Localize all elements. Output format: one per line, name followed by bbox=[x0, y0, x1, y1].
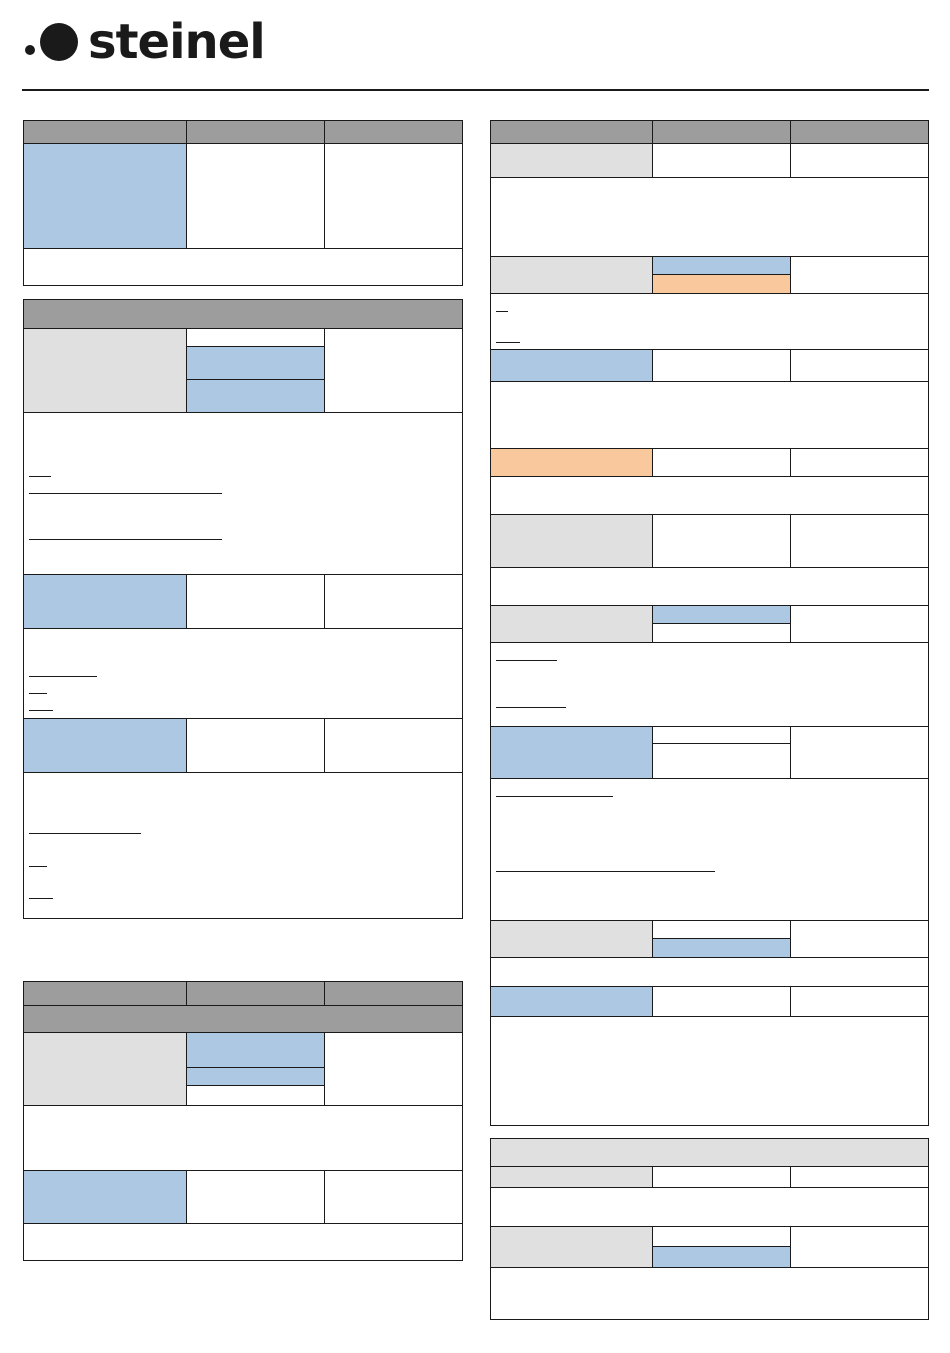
option-cell bbox=[653, 1247, 790, 1267]
parameter-cell bbox=[24, 144, 186, 248]
text-underline bbox=[29, 866, 47, 867]
table-right-2 bbox=[490, 1138, 929, 1320]
text-underline bbox=[496, 796, 613, 797]
logo-large-dot bbox=[40, 23, 78, 61]
parameter-cell-highlight bbox=[491, 449, 652, 476]
header-rule bbox=[22, 89, 929, 91]
text-underline bbox=[496, 871, 715, 872]
text-underline bbox=[496, 707, 566, 708]
text-underline bbox=[29, 693, 47, 694]
text-underline bbox=[29, 710, 53, 711]
text-underline bbox=[29, 476, 51, 477]
parameter-cell bbox=[491, 921, 652, 957]
table-right-1 bbox=[490, 120, 929, 1126]
option-cell bbox=[653, 606, 790, 623]
option-cell bbox=[187, 1068, 324, 1085]
table-header-row bbox=[491, 121, 928, 143]
parameter-cell bbox=[491, 727, 652, 778]
option-cell bbox=[187, 380, 324, 412]
text-underline bbox=[496, 660, 557, 661]
parameter-cell bbox=[491, 606, 652, 642]
parameter-cell bbox=[491, 144, 652, 177]
option-cell bbox=[187, 1033, 324, 1067]
parameter-cell bbox=[491, 350, 652, 381]
text-underline bbox=[29, 493, 222, 494]
parameter-cell bbox=[24, 575, 186, 628]
parameter-cell bbox=[491, 257, 652, 293]
section-header bbox=[491, 1139, 928, 1166]
text-underline bbox=[29, 539, 222, 540]
option-cell-highlight bbox=[653, 275, 790, 293]
parameter-cell bbox=[24, 329, 186, 412]
text-underline bbox=[496, 342, 520, 343]
parameter-cell bbox=[491, 987, 652, 1016]
table-header-row bbox=[24, 982, 462, 1005]
option-cell bbox=[653, 939, 790, 957]
text-underline bbox=[29, 898, 53, 899]
table-left-3 bbox=[23, 981, 463, 1261]
section-header bbox=[24, 1006, 462, 1032]
text-underline bbox=[29, 833, 141, 834]
table-left-2 bbox=[23, 299, 463, 919]
parameter-cell bbox=[24, 1033, 186, 1105]
parameter-cell bbox=[491, 1227, 652, 1267]
parameter-cell bbox=[24, 719, 186, 772]
parameter-cell bbox=[491, 515, 652, 567]
option-cell bbox=[653, 257, 790, 274]
parameter-cell bbox=[24, 1171, 186, 1223]
logo-small-dot bbox=[25, 45, 35, 55]
brand-logo: steinel bbox=[88, 14, 266, 70]
table-left-1 bbox=[23, 120, 463, 286]
option-cell bbox=[187, 347, 324, 379]
parameter-cell bbox=[491, 1167, 652, 1187]
table-header-row bbox=[24, 121, 462, 143]
section-header bbox=[24, 300, 462, 328]
text-underline bbox=[29, 676, 97, 677]
text-underline bbox=[496, 311, 508, 312]
